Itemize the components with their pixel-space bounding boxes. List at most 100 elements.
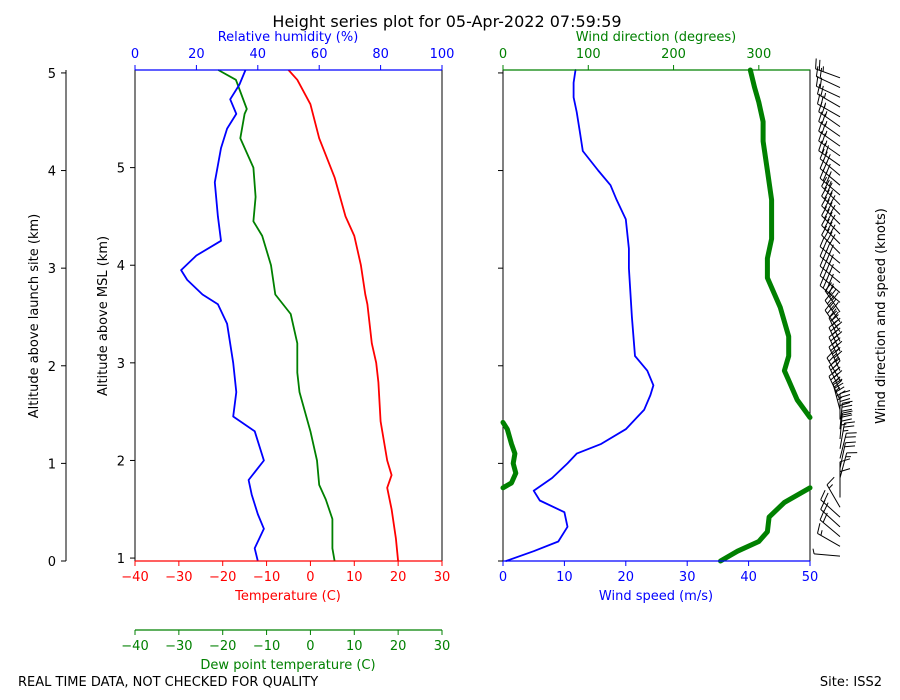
wind-speed-tick-label: 20 xyxy=(618,570,635,585)
wind-barb-shaft xyxy=(816,76,841,89)
temperature-tick-label: 0 xyxy=(306,570,314,585)
wind-panel: 0 10 20 30 40 50 0 100 200 300 Wind direction (de… xyxy=(498,30,889,604)
wind-barb-axis-label: Wind direction and speed (knots) xyxy=(874,208,889,424)
temperature-tick-label: −40 xyxy=(121,570,148,585)
dewpoint-tick-label: −30 xyxy=(165,639,192,654)
humidity-tick-label: 20 xyxy=(188,47,205,62)
wind-speed-axis-label: Wind speed (m/s) xyxy=(599,589,713,604)
wind-barbs-column xyxy=(812,58,858,557)
wind-barb-half-feather xyxy=(824,130,828,136)
wind-barb-feather xyxy=(830,356,839,366)
wind-barb-shaft xyxy=(824,290,841,313)
wind-barb-feather xyxy=(841,418,852,422)
msl-altitude-axis-label: Altitude above MSL (km) xyxy=(96,236,111,396)
wind-barb-half-feather xyxy=(812,548,815,555)
wind-barb-feather xyxy=(833,378,843,386)
wind-barb-shaft xyxy=(819,158,841,176)
wind-barb-shaft xyxy=(821,205,841,225)
wind-barb-feather xyxy=(829,195,836,205)
wind-barb-half-feather xyxy=(820,530,823,536)
wind-direction-line xyxy=(747,67,813,420)
wind-barb-feather xyxy=(825,154,831,165)
wind-barb-feather xyxy=(829,224,836,235)
wind-barb-feather xyxy=(846,432,857,434)
wind-barb-shaft xyxy=(826,357,841,381)
wind-barb-shaft xyxy=(821,225,841,245)
wind-barb-shaft xyxy=(818,150,841,167)
wind-barb-half-feather xyxy=(824,140,828,146)
temperature-tick-label: −20 xyxy=(209,570,236,585)
wind-barb-shaft xyxy=(828,376,841,401)
wind-barb-feather xyxy=(843,425,855,428)
wind-barb-feather xyxy=(824,301,832,311)
temperature-line xyxy=(287,69,399,562)
wind-barb-shaft xyxy=(821,185,841,206)
dewpoint-tick-label: −20 xyxy=(209,639,236,654)
temperature-tick-label: −30 xyxy=(165,570,192,585)
site-altitude-axis-label: Altitude above launch site (km) xyxy=(27,214,42,418)
wind-barb-half-feather xyxy=(828,484,833,489)
wind-direction-tick-label: 100 xyxy=(576,47,601,62)
wind-barb-shaft xyxy=(839,403,843,430)
wind-barb-feather xyxy=(833,340,843,349)
wind-barb-feather xyxy=(821,196,828,207)
wind-barb-feather xyxy=(841,414,853,418)
wind-barb-feather xyxy=(826,349,835,359)
wind-direction-line xyxy=(500,419,519,491)
wind-barb-shaft xyxy=(828,366,841,391)
wind-barb-feather xyxy=(820,489,826,500)
dewpoint-tick-label: −10 xyxy=(253,639,280,654)
wind-direction-tick-label: 300 xyxy=(746,47,771,62)
thermo-panel: −40 −30 −20 −10 0 10 20 30−40 −30 −20 −10 0 10 20 300 2… xyxy=(27,30,454,673)
wind-barb-shaft xyxy=(818,130,841,147)
wind-barb-shaft xyxy=(828,327,841,352)
dewpoint-tick-label: 20 xyxy=(390,639,407,654)
wind-barb-feather xyxy=(815,58,817,69)
wind-series-group xyxy=(500,67,813,564)
wind-barb-feather xyxy=(834,382,844,389)
wind-barb-feather xyxy=(826,476,835,486)
wind-barb-half-feather xyxy=(829,189,834,196)
wind-barb-shaft xyxy=(819,255,841,274)
wind-barb-shaft xyxy=(839,423,845,449)
wind-barb-shaft xyxy=(828,346,841,371)
wind-barb-shaft xyxy=(820,509,841,528)
wind-barb-half-feather xyxy=(828,171,832,177)
wind-barb-feather xyxy=(823,199,830,209)
wind-barb-shaft xyxy=(818,140,841,157)
wind-barb-feather xyxy=(818,59,821,71)
dewpoint-tick-label: −40 xyxy=(121,639,148,654)
wind-barb-feather xyxy=(841,412,852,416)
thermo-axes: −40 −30 −20 −10 0 10 20 30−40 −30 −20 −10 0 10 20 300 2… xyxy=(48,47,455,654)
humidity-line xyxy=(180,69,265,562)
wind-barb-feather xyxy=(828,353,837,362)
wind-barb-feather xyxy=(820,85,824,97)
wind-barb-shaft xyxy=(819,265,841,284)
wind-barb-feather xyxy=(823,179,830,190)
wind-barb-shaft xyxy=(839,442,846,469)
wind-barb-feather xyxy=(829,204,836,215)
wind-barb-half-feather xyxy=(843,429,849,432)
wind-barb-feather xyxy=(821,225,828,236)
wind-barb-feather xyxy=(829,214,836,225)
wind-barb-shaft xyxy=(819,285,841,303)
wind-barb-shaft xyxy=(839,433,847,459)
wind-barb-feather xyxy=(822,151,828,162)
temperature-tick-label: 10 xyxy=(346,570,363,585)
humidity-tick-label: 60 xyxy=(311,47,328,62)
humidity-axis-label: Relative humidity (%) xyxy=(218,30,359,45)
wind-barb-feather xyxy=(833,379,843,388)
dewpoint-axis-label: Dew point temperature (C) xyxy=(200,658,375,673)
wind-barb-feather xyxy=(839,402,851,406)
wind-barb-feather xyxy=(828,254,834,265)
wind-speed-tick-label: 40 xyxy=(740,570,757,585)
humidity-tick-label: 80 xyxy=(372,47,389,62)
wind-barb-feather xyxy=(823,228,830,239)
wind-barb-feather xyxy=(823,502,829,513)
wind-barb-feather xyxy=(819,148,825,159)
wind-barb-shaft xyxy=(815,68,841,79)
wind-barb-feather xyxy=(815,66,819,77)
wind-barb-feather xyxy=(826,211,833,222)
thermo-series-group xyxy=(180,69,399,562)
